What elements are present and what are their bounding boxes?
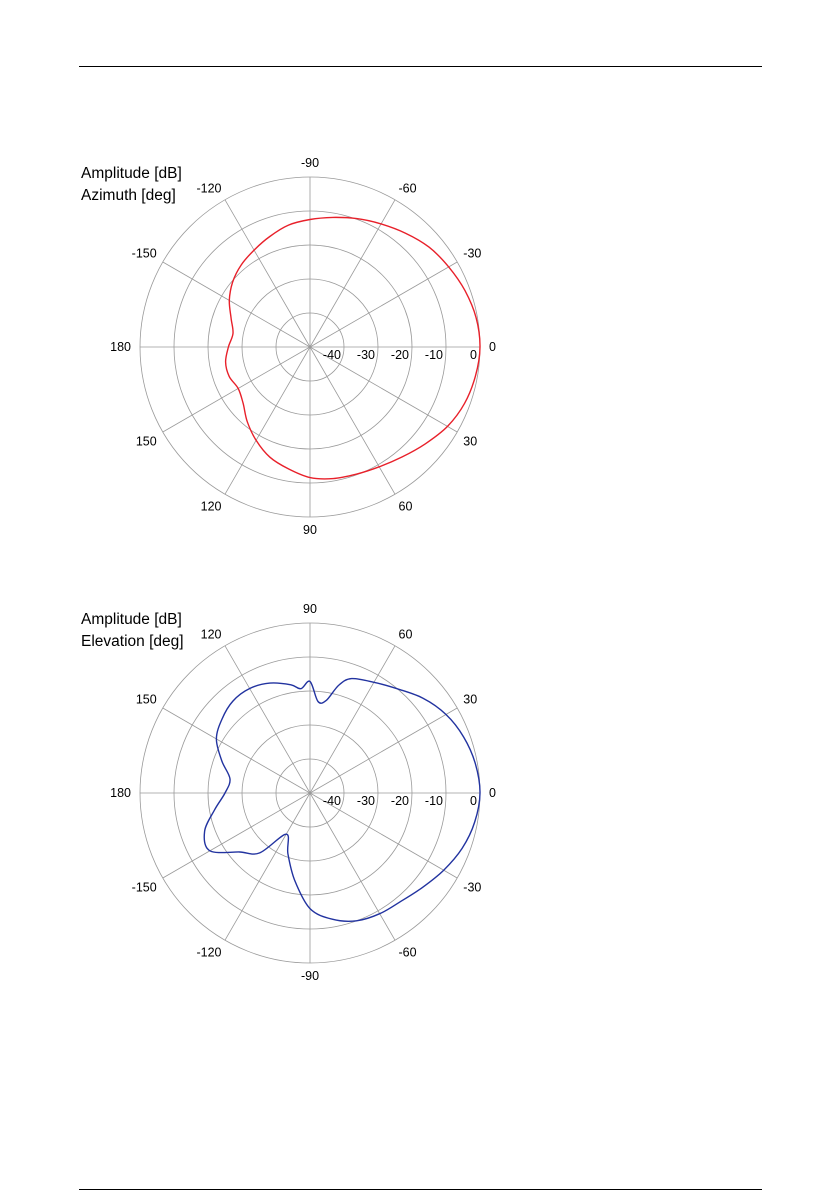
grid-circle xyxy=(275,312,345,382)
angle-tick-label: 30 xyxy=(463,435,477,449)
angle-tick-label: 150 xyxy=(136,435,157,449)
angle-tick-label: -30 xyxy=(463,881,481,895)
grid-circle xyxy=(173,210,447,484)
angle-tick-label: 150 xyxy=(136,693,157,707)
spoke-line xyxy=(309,792,458,879)
angle-tick-label: 0 xyxy=(489,786,496,800)
angle-tick-label: -60 xyxy=(399,945,417,959)
radial-tick-label: -10 xyxy=(425,794,443,808)
grid-circle xyxy=(241,278,379,416)
grid-circle xyxy=(207,244,413,450)
spoke-line xyxy=(309,199,396,348)
angle-tick-label: 120 xyxy=(201,499,222,513)
angle-tick-label: -150 xyxy=(132,881,157,895)
grid-circle xyxy=(275,758,345,828)
spoke-line xyxy=(309,645,396,794)
angle-tick-label: 180 xyxy=(110,340,131,354)
pattern-series-line xyxy=(224,216,481,480)
page-header-rule xyxy=(79,66,762,67)
azimuth-angle-label: Azimuth [deg] xyxy=(81,187,176,204)
azimuth-legend: Amplitude [dB] Azimuth [deg] xyxy=(81,163,182,207)
angle-tick-label: -60 xyxy=(399,182,417,196)
azimuth-polar-chart: 0 30 60 90 120 150 180 -150 -120 -90 -60 -30 -40 -30 -… xyxy=(110,156,496,537)
spoke-line xyxy=(162,707,311,794)
angle-tick-label: 30 xyxy=(463,693,477,707)
elevation-polar-chart: 0 30 60 90 120 150 180 -150 -120 -90 -60 -30 -40 -30 -… xyxy=(110,602,496,983)
radial-tick-label: -40 xyxy=(323,348,341,362)
spoke-line xyxy=(309,792,396,941)
spoke-line xyxy=(162,261,311,348)
azimuth-amplitude-label: Amplitude [dB] xyxy=(81,165,182,182)
radial-tick-label: -30 xyxy=(357,794,375,808)
angle-tick-label: 90 xyxy=(303,602,317,616)
angle-tick-label: 60 xyxy=(399,499,413,513)
radial-tick-label: 0 xyxy=(470,348,477,362)
radial-tick-label: -20 xyxy=(391,794,409,808)
angle-tick-label: 0 xyxy=(489,340,496,354)
radial-tick-label: -20 xyxy=(391,348,409,362)
angle-tick-label: -120 xyxy=(196,945,221,959)
spoke-line xyxy=(162,792,311,879)
radial-tick-label: -10 xyxy=(425,348,443,362)
elevation-angle-label: Elevation [deg] xyxy=(81,633,184,650)
spoke-line xyxy=(309,346,396,495)
angle-tick-label: 90 xyxy=(303,523,317,537)
radial-tick-label: -40 xyxy=(323,794,341,808)
spoke-line xyxy=(309,707,458,794)
spoke-line xyxy=(224,199,311,348)
grid-circle xyxy=(173,656,447,930)
angle-tick-label: -30 xyxy=(463,247,481,261)
spoke-line xyxy=(309,261,458,348)
angle-tick-label: -120 xyxy=(196,182,221,196)
spoke-line xyxy=(224,792,311,941)
page-footer-rule xyxy=(79,1189,762,1190)
spoke-line xyxy=(309,346,458,433)
angle-tick-label: -150 xyxy=(132,247,157,261)
grid-circle xyxy=(241,724,379,862)
pattern-series-line xyxy=(203,677,481,922)
elevation-legend: Amplitude [dB] Elevation [deg] xyxy=(81,609,184,653)
angle-tick-label: 120 xyxy=(201,628,222,642)
angle-tick-label: -90 xyxy=(301,156,319,170)
angle-tick-label: 180 xyxy=(110,786,131,800)
radial-tick-label: -30 xyxy=(357,348,375,362)
grid-circle xyxy=(207,690,413,896)
spoke-line xyxy=(224,346,311,495)
elevation-amplitude-label: Amplitude [dB] xyxy=(81,611,182,628)
radial-tick-label: 0 xyxy=(470,794,477,808)
spoke-line xyxy=(224,645,311,794)
angle-tick-label: 60 xyxy=(399,628,413,642)
angle-tick-label: -90 xyxy=(301,969,319,983)
spoke-line xyxy=(162,346,311,433)
